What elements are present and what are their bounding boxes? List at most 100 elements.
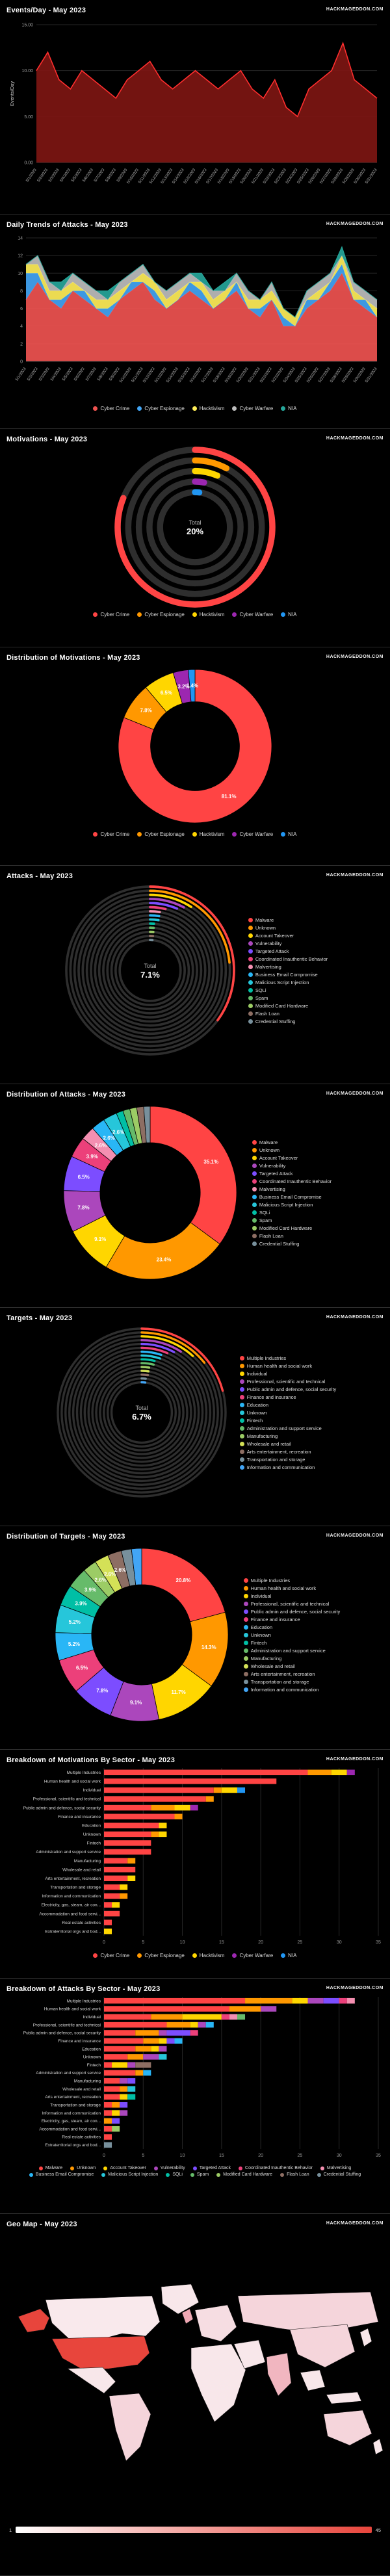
- legend-item-sqli[interactable]: SQLi: [252, 1210, 332, 1216]
- country-usa[interactable]: [51, 2335, 150, 2371]
- country-new-zealand[interactable]: [372, 2438, 384, 2455]
- legend-item-malicious-script-injection[interactable]: Malicious Script Injection: [248, 980, 328, 985]
- legend-item-spam[interactable]: Spam: [190, 2172, 209, 2177]
- legend-item-fintech[interactable]: Fintech: [243, 1640, 341, 1646]
- legend-item-transportation-and-storage[interactable]: Transportation and storage: [239, 1457, 337, 1463]
- region-south-america[interactable]: [109, 2393, 151, 2462]
- targets-donut-chart[interactable]: 20.8% 14.3% 11.7% 9.1% 7.8% 6.5% 5.2% 5.2% 3.9% 3…: [6, 1543, 384, 1726]
- legend-item-modified-card-hardware[interactable]: Modified Card Hardware: [252, 1225, 332, 1231]
- region-africa[interactable]: [190, 2343, 246, 2423]
- legend-item-fintech[interactable]: Fintech: [239, 1418, 337, 1424]
- legend-item-cyber-espionage[interactable]: Cyber Espionage: [137, 612, 185, 618]
- legend-item-hacktivism[interactable]: Hacktivism: [192, 406, 224, 411]
- region-se-asia[interactable]: [300, 2369, 326, 2391]
- legend-item-cyber-espionage[interactable]: Cyber Espionage: [137, 1953, 185, 1958]
- legend-item-cyber-espionage[interactable]: Cyber Espionage: [137, 831, 185, 837]
- legend-item-arts-entertainment-recreation[interactable]: Arts entertainment, recreation: [239, 1449, 337, 1455]
- legend-item-n-a[interactable]: N/A: [281, 612, 297, 618]
- targets-radial-chart[interactable]: Total 6.7% Multiple Industries Human health…: [6, 1325, 384, 1500]
- legend-item-n-a[interactable]: N/A: [281, 1953, 297, 1958]
- legend-item-flash-loan[interactable]: Flash Loan: [252, 1233, 332, 1239]
- country-china[interactable]: [289, 2324, 356, 2368]
- legend-item-human-health-and-social-work[interactable]: Human health and social work: [243, 1585, 341, 1591]
- legend-item-targeted-attack[interactable]: Targeted Attack: [252, 1171, 332, 1177]
- legend-item-multiple-industries[interactable]: Multiple Industries: [239, 1355, 337, 1361]
- legend-item-finance-and-insurance[interactable]: Finance and insurance: [239, 1394, 337, 1400]
- legend-item-modified-card-hardware[interactable]: Modified Card Hardware: [248, 1003, 328, 1009]
- legend-item-manufacturing[interactable]: Manufacturing: [243, 1656, 341, 1661]
- events-day-chart[interactable]: 0.00 5.00 10.00 15.00 5/1/2023 5/2/2023 5/3/20…: [6, 17, 384, 206]
- legend-item-n-a[interactable]: N/A: [281, 406, 297, 411]
- legend-item-transportation-and-storage[interactable]: Transportation and storage: [243, 1679, 341, 1685]
- country-japan[interactable]: [359, 2328, 372, 2347]
- legend-item-unknown[interactable]: Unknown: [70, 2166, 96, 2170]
- legend-item-credential-stuffing[interactable]: Credential Stuffing: [248, 1019, 328, 1024]
- motivations-donut-chart[interactable]: 81.1% 7.8% 6.5% 3.2% 1.4% Cyber Crime Cyber Es…: [6, 664, 384, 837]
- legend-item-spam[interactable]: Spam: [248, 995, 328, 1001]
- legend-item-education[interactable]: Education: [243, 1624, 341, 1630]
- legend-item-unknown[interactable]: Unknown: [239, 1410, 337, 1416]
- legend-item-individual[interactable]: Individual: [243, 1593, 341, 1599]
- legend-item-information-and-communication[interactable]: Information and communication: [243, 1687, 341, 1693]
- legend-item-malvertising[interactable]: Malvertising: [248, 964, 328, 970]
- legend-item-unknown[interactable]: Unknown: [248, 925, 328, 931]
- country-uk[interactable]: [181, 2308, 194, 2324]
- country-indonesia[interactable]: [326, 2391, 362, 2404]
- legend-item-coordinated-inauthentic-behavior[interactable]: Coordinated Inauthentic Behavior: [239, 2166, 313, 2170]
- country-alaska[interactable]: [18, 2308, 50, 2333]
- legend-item-hacktivism[interactable]: Hacktivism: [192, 612, 224, 618]
- country-canada[interactable]: [45, 2295, 161, 2339]
- legend-item-sqli[interactable]: SQLi: [248, 987, 328, 993]
- legend-item-credential-stuffing[interactable]: Credential Stuffing: [317, 2172, 361, 2177]
- motivations-radial-chart[interactable]: Total 20% Cyber Crime Cyber Espionage Hackti…: [6, 446, 384, 618]
- legend-item-vulnerability[interactable]: Vulnerability: [248, 941, 328, 946]
- legend-item-malvertising[interactable]: Malvertising: [320, 2166, 351, 2170]
- legend-item-malicious-script-injection[interactable]: Malicious Script Injection: [252, 1202, 332, 1208]
- legend-item-wholesale-and-retail[interactable]: Wholesale and retail: [243, 1663, 341, 1669]
- legend-item-multiple-industries[interactable]: Multiple Industries: [243, 1578, 341, 1583]
- legend-item-account-takeover[interactable]: Account Takeover: [252, 1155, 332, 1161]
- legend-item-malware[interactable]: Malware: [38, 2166, 62, 2170]
- legend-item-administration-and-support-service[interactable]: Administration and support service: [243, 1648, 341, 1654]
- legend-item-cyber-crime[interactable]: Cyber Crime: [93, 406, 129, 411]
- legend-item-unknown[interactable]: Unknown: [252, 1147, 332, 1153]
- legend-item-business-email-compromise[interactable]: Business Email Compromise: [29, 2172, 94, 2177]
- legend-item-hacktivism[interactable]: Hacktivism: [192, 1953, 224, 1958]
- legend-item-hacktivism[interactable]: Hacktivism: [192, 831, 224, 837]
- legend-item-professional-scientific-and-technical[interactable]: Professional, scientific and technical: [239, 1379, 337, 1385]
- legend-item-flash-loan[interactable]: Flash Loan: [248, 1011, 328, 1017]
- legend-item-coordinated-inauthentic-behavior[interactable]: Coordinated Inauthentic Behavior: [248, 956, 328, 962]
- legend-item-unknown[interactable]: Unknown: [243, 1632, 341, 1638]
- legend-item-cyber-crime[interactable]: Cyber Crime: [93, 1953, 129, 1958]
- legend-item-targeted-attack[interactable]: Targeted Attack: [248, 948, 328, 954]
- legend-item-cyber-warfare[interactable]: Cyber Warfare: [232, 831, 273, 837]
- region-europe[interactable]: [194, 2304, 237, 2342]
- legend-item-business-email-compromise[interactable]: Business Email Compromise: [248, 972, 328, 978]
- legend-item-credential-stuffing[interactable]: Credential Stuffing: [252, 1241, 332, 1247]
- attacks-donut-chart[interactable]: 35.1% 23.4% 9.1% 7.8% 6.5% 3.9% 2.6% 2.6% 2.6% Ma…: [6, 1101, 384, 1284]
- legend-item-human-health-and-social-work[interactable]: Human health and social work: [239, 1363, 337, 1369]
- legend-item-manufacturing[interactable]: Manufacturing: [239, 1433, 337, 1439]
- country-greenland[interactable]: [161, 2283, 200, 2315]
- geo-map-chart[interactable]: 1 45: [6, 2231, 384, 2533]
- legend-item-finance-and-insurance[interactable]: Finance and insurance: [243, 1617, 341, 1622]
- legend-item-information-and-communication[interactable]: Information and communication: [239, 1464, 337, 1470]
- legend-item-education[interactable]: Education: [239, 1402, 337, 1408]
- attacks-by-sector-chart[interactable]: 0 5 10 15 20 25 30 35 Multiple Industries Human h…: [6, 1996, 384, 2177]
- attacks-radial-chart[interactable]: Total 7.1% Malware Unknown Account Takeover V…: [6, 883, 384, 1058]
- country-russia[interactable]: [237, 2291, 379, 2334]
- legend-item-malware[interactable]: Malware: [248, 917, 328, 923]
- country-mexico[interactable]: [67, 2367, 116, 2394]
- legend-item-account-takeover[interactable]: Account Takeover: [103, 2166, 146, 2170]
- legend-item-professional-scientific-and-technical[interactable]: Professional, scientific and technical: [243, 1601, 341, 1607]
- legend-item-account-takeover[interactable]: Account Takeover: [248, 933, 328, 939]
- legend-item-coordinated-inauthentic-behavior[interactable]: Coordinated Inauthentic Behavior: [252, 1178, 332, 1184]
- legend-item-administration-and-support-service[interactable]: Administration and support service: [239, 1425, 337, 1431]
- legend-item-cyber-warfare[interactable]: Cyber Warfare: [232, 1953, 273, 1958]
- legend-item-cyber-crime[interactable]: Cyber Crime: [93, 612, 129, 618]
- legend-item-sqli[interactable]: SQLi: [166, 2172, 183, 2177]
- legend-item-cyber-warfare[interactable]: Cyber Warfare: [232, 612, 273, 618]
- legend-item-cyber-warfare[interactable]: Cyber Warfare: [232, 406, 273, 411]
- legend-item-vulnerability[interactable]: Vulnerability: [252, 1163, 332, 1169]
- legend-item-modified-card-hardware[interactable]: Modified Card Hardware: [216, 2172, 272, 2177]
